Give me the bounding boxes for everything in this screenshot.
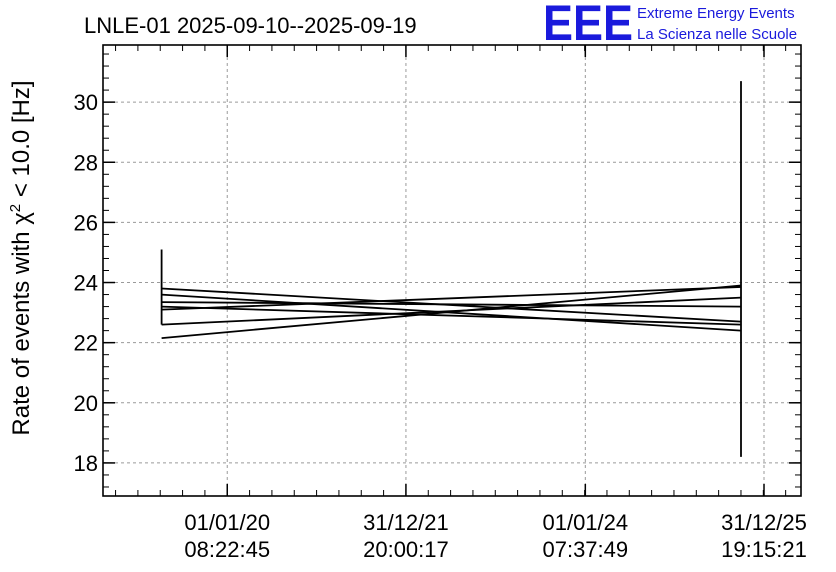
series-line-7 <box>161 293 742 332</box>
y-tick-label: 22 <box>74 331 98 356</box>
x-tick-date: 31/12/25 <box>721 510 807 535</box>
chart-title: LNLE-01 2025-09-10--2025-09-19 <box>84 13 417 38</box>
y-axis-label-prefix: Rate of events with <box>8 225 35 436</box>
grid-lines <box>103 45 801 496</box>
y-axis-label-sup: 2 <box>7 204 24 212</box>
y-tick-label: 18 <box>74 451 98 476</box>
y-tick-label: 24 <box>74 271 98 296</box>
series-line-3 <box>161 296 742 326</box>
series-line-8 <box>161 287 742 323</box>
y-tick-label: 30 <box>74 90 98 115</box>
y-tick-label: 28 <box>74 150 98 175</box>
y-tick-labels: 18 20 22 24 26 28 30 <box>74 90 98 476</box>
y-tick-label: 20 <box>74 391 98 416</box>
minor-ticks <box>103 45 801 496</box>
x-tick-date: 01/01/24 <box>542 510 628 535</box>
series-line-4 <box>161 286 742 311</box>
y-axis-label: Rate of events with χ2 < 10.0 [Hz] <box>7 80 35 435</box>
major-ticks <box>103 45 801 496</box>
logo-line-1: Extreme Energy Events <box>637 5 795 22</box>
x-tick-time: 20:00:17 <box>363 537 449 562</box>
x-tick-time: 07:37:49 <box>542 537 628 562</box>
logo-line-2: La Scienza nelle Scuole <box>637 26 797 43</box>
x-tick-date: 01/01/20 <box>184 510 270 535</box>
data-series <box>160 81 742 457</box>
y-axis-label-suffix: < 10.0 [Hz] <box>8 80 35 203</box>
x-tick-time: 19:15:21 <box>721 537 807 562</box>
y-axis-label-chi: χ <box>8 212 35 225</box>
eee-logo: EEE <box>543 0 633 51</box>
x-tick-time: 08:22:45 <box>184 537 270 562</box>
y-tick-label: 26 <box>74 210 98 235</box>
x-tick-date: 31/12/21 <box>363 510 449 535</box>
series-line-6 <box>161 305 742 326</box>
plot-frame <box>102 44 802 497</box>
